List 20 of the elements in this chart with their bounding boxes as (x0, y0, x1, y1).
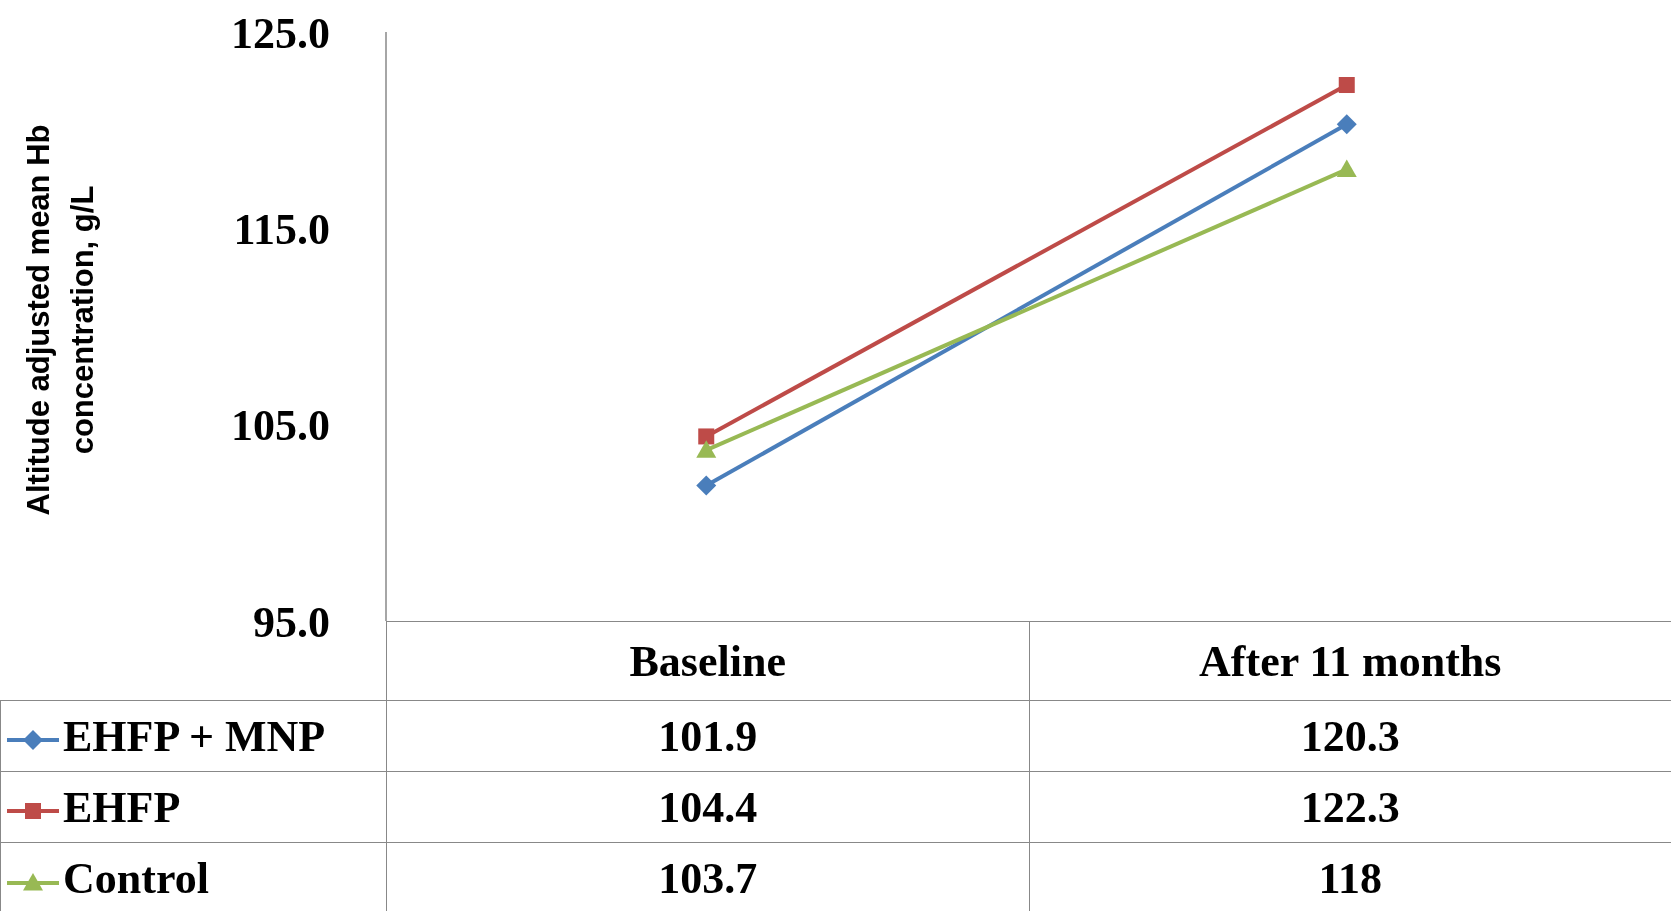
data-label: 122.3 (1029, 771, 1671, 843)
y-tick-label: 95.0 (253, 597, 330, 647)
legend-label: EHFP + MNP (63, 711, 326, 761)
point (696, 475, 717, 496)
data-label: 118 (1029, 842, 1671, 911)
point (1336, 114, 1357, 135)
x-tick-label: After 11 months (1029, 621, 1671, 701)
y-tick-label: 115.0 (233, 204, 330, 254)
y-tick-label: 105.0 (231, 401, 330, 451)
point (1338, 77, 1355, 94)
point (698, 428, 715, 445)
data-label: 103.7 (386, 842, 1029, 911)
data-label: 104.4 (386, 771, 1029, 843)
data-label: 101.9 (386, 700, 1029, 772)
x-tick-label: Baseline (386, 621, 1029, 701)
data-label: 120.3 (1029, 700, 1671, 772)
y-axis-title: Altitude adjusted mean Hb concentration, g/L (20, 123, 101, 518)
legend-label: Control (63, 853, 209, 903)
legend-label: EHFP (63, 782, 181, 832)
y-tick-label: 125.0 (231, 8, 330, 58)
